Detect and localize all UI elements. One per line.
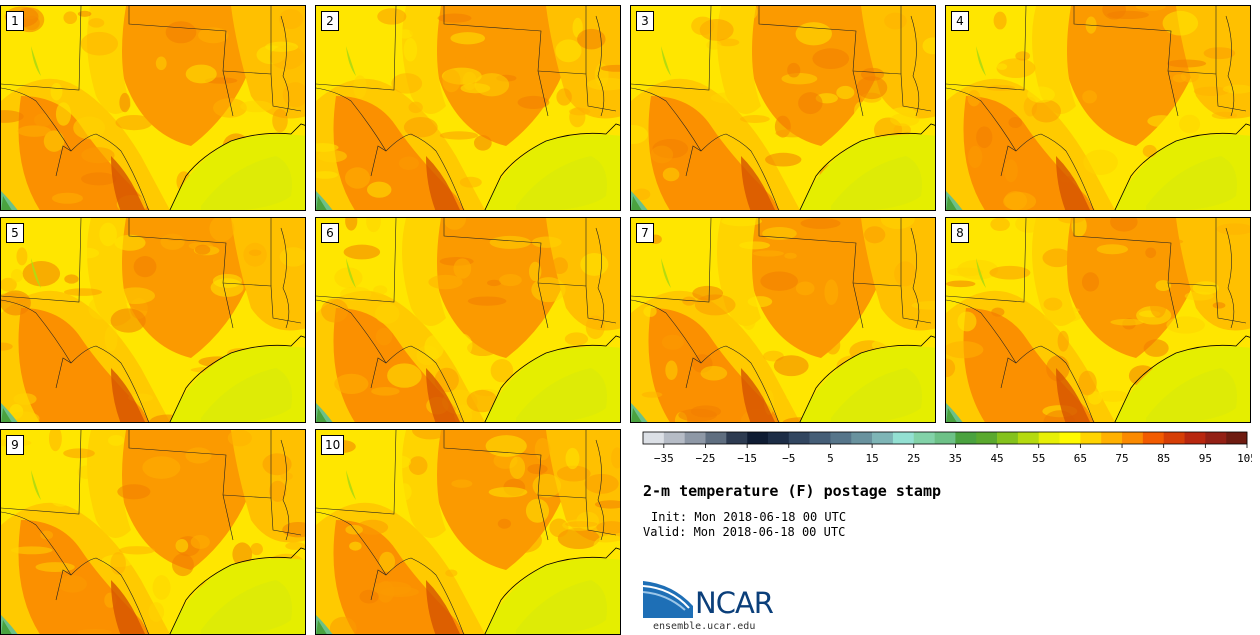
colorbar-tick-label: −25 (696, 452, 716, 465)
temperature-map (631, 218, 935, 422)
colorbar-swatch (934, 432, 956, 444)
colorbar-swatch (997, 432, 1019, 444)
map-panel-10: 10 (315, 429, 621, 635)
colorbar-swatch (663, 432, 685, 444)
map-panel-2: 2 (315, 5, 621, 211)
panel-number: 7 (636, 223, 654, 243)
colorbar-swatch (1163, 432, 1185, 444)
plot-title: 2-m temperature (F) postage stamp (643, 482, 942, 500)
panel-number: 2 (321, 11, 339, 31)
map-panel-9: 9 (0, 429, 306, 635)
colorbar-swatch (913, 432, 935, 444)
temperature-map (316, 430, 620, 634)
colorbar-swatch (809, 432, 831, 444)
colorbar-tick-label: −5 (782, 452, 795, 465)
temperature-map (1, 218, 305, 422)
temperature-map (1, 430, 305, 634)
colorbar-tick-label: 35 (949, 452, 962, 465)
website-url: ensemble.ucar.edu (653, 621, 756, 632)
colorbar-swatch (1142, 432, 1164, 444)
colorbar-swatch (1226, 432, 1248, 444)
map-panel-4: 4 (945, 5, 1251, 211)
colorbar-tick-label: 95 (1199, 452, 1212, 465)
temperature-colorbar: −35−25−15−55152535455565758595105115 (642, 431, 1252, 465)
colorbar-swatch (788, 432, 810, 444)
colorbar-swatch (976, 432, 998, 444)
colorbar-tick-label: −35 (654, 452, 674, 465)
colorbar-tick-label: 5 (827, 452, 834, 465)
panel-number: 6 (321, 223, 339, 243)
temperature-map (316, 218, 620, 422)
colorbar-swatch (747, 432, 769, 444)
colorbar-tick-label: 45 (990, 452, 1003, 465)
colorbar-frame (642, 431, 1248, 445)
panel-number: 9 (6, 435, 24, 455)
colorbar-tick-label: −15 (737, 452, 757, 465)
colorbar-swatch (892, 432, 915, 444)
colorbar-tick-label: 105 (1237, 452, 1252, 465)
init-time: Init: Mon 2018-06-18 00 UTC (651, 510, 847, 524)
colorbar-swatch (955, 432, 977, 444)
map-panel-7: 7 (630, 217, 936, 423)
colorbar-swatch (726, 432, 748, 444)
map-panel-3: 3 (630, 5, 936, 211)
temperature-map (1, 6, 305, 210)
colorbar-swatch (1184, 432, 1206, 444)
colorbar-tick-label: 75 (1115, 452, 1128, 465)
panel-number: 1 (6, 11, 24, 31)
map-panel-8: 8 (945, 217, 1251, 423)
map-panel-1: 1 (0, 5, 306, 211)
map-panel-6: 6 (315, 217, 621, 423)
colorbar-swatch (684, 432, 706, 444)
colorbar-swatch (872, 432, 894, 444)
colorbar-swatch (830, 432, 852, 444)
temperature-map (946, 218, 1250, 422)
colorbar-swatch (1101, 432, 1123, 444)
ncar-logo-icon (643, 581, 693, 618)
colorbar-tick-label: 65 (1074, 452, 1087, 465)
colorbar-tick-label: 15 (865, 452, 878, 465)
panel-number: 8 (951, 223, 969, 243)
ncar-logo-text: NCAR (695, 586, 774, 620)
colorbar-swatch (1080, 432, 1102, 444)
panel-number: 5 (6, 223, 24, 243)
temperature-map (316, 6, 620, 210)
colorbar-tick-label: 25 (907, 452, 920, 465)
panel-number: 3 (636, 11, 654, 31)
panel-number: 4 (951, 11, 969, 31)
colorbar-tick-label: 85 (1157, 452, 1170, 465)
colorbar-swatch (767, 432, 790, 444)
colorbar-swatch (1017, 432, 1040, 444)
colorbar-tick-label: 55 (1032, 452, 1045, 465)
colorbar-swatch (1122, 432, 1144, 444)
panel-number: 10 (321, 435, 345, 455)
colorbar-swatch (1059, 432, 1081, 444)
map-panel-5: 5 (0, 217, 306, 423)
colorbar-swatch (643, 432, 665, 444)
colorbar-swatch (1038, 432, 1060, 444)
temperature-map (946, 6, 1250, 210)
temperature-map (631, 6, 935, 210)
colorbar-swatch (851, 432, 873, 444)
colorbar-swatch (1205, 432, 1227, 444)
valid-time: Valid: Mon 2018-06-18 00 UTC (643, 525, 846, 539)
colorbar-swatch (705, 432, 727, 444)
